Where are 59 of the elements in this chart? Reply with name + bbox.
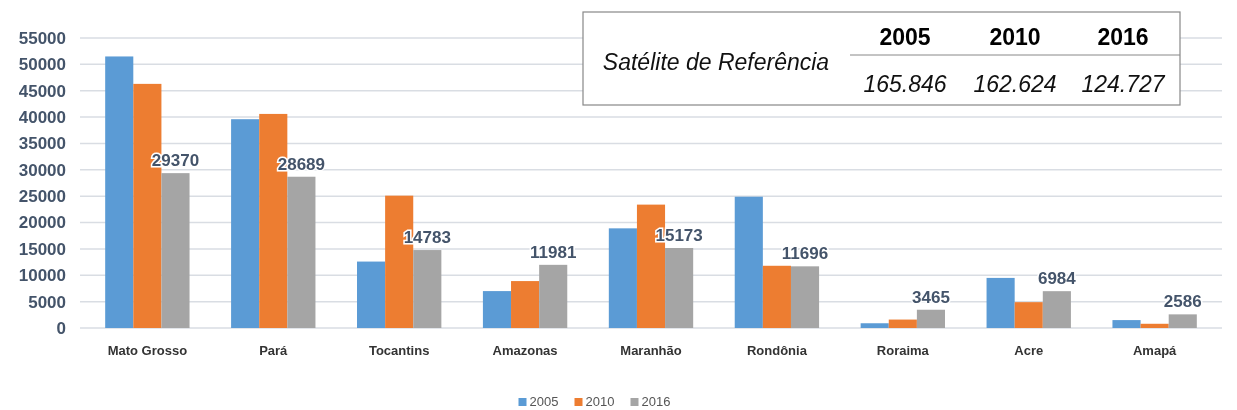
y-tick-label: 50000: [18, 55, 66, 75]
annotation: Satélite de Referência: [602, 49, 830, 75]
bar: [105, 56, 134, 328]
data-label: 11696: [781, 244, 829, 264]
y-tick-label: 45000: [18, 81, 66, 101]
x-tick-label: Amazonas: [492, 343, 558, 358]
bar: [762, 265, 791, 328]
bar: [888, 319, 917, 328]
data-label: 6984: [1037, 269, 1077, 289]
bar: [1042, 291, 1071, 328]
bar: [665, 248, 694, 328]
bar: [287, 176, 316, 328]
x-tick-label: Amapá: [1132, 343, 1178, 358]
bar: [413, 250, 442, 328]
legend-label: 2010: [585, 394, 615, 409]
bar: [1168, 314, 1197, 328]
text: 2010: [989, 24, 1041, 50]
bar: [916, 309, 945, 328]
data-label: 2586: [1163, 292, 1202, 312]
bar: [1112, 320, 1141, 328]
x-tick-label: Mato Grosso: [107, 343, 188, 358]
x-tick-label: Maranhão: [620, 343, 682, 358]
y-tick-label: 5000: [28, 292, 66, 312]
y-tick-label: 55000: [18, 28, 66, 48]
annotation: 165.846: [863, 71, 947, 97]
bar: [482, 291, 512, 328]
bar: [231, 119, 260, 328]
data-label: 11981: [530, 242, 577, 262]
x-tick-label: Rondônia: [746, 343, 808, 358]
text: 2016: [1097, 24, 1149, 50]
y-tick-label: 25000: [18, 187, 66, 207]
bar: [1140, 323, 1169, 328]
legend-label: 2005: [529, 394, 559, 409]
y-tick-label: 30000: [18, 160, 66, 180]
bar: [1014, 302, 1043, 328]
x-tick-label: Tocantins: [368, 343, 430, 358]
bar: [539, 264, 568, 328]
bar: [790, 266, 820, 328]
y-tick-label: 10000: [18, 266, 66, 286]
bar: [734, 196, 763, 328]
bar: [608, 228, 637, 328]
y-tick-label: 15000: [18, 239, 66, 259]
y-tick-label: 20000: [18, 213, 66, 233]
bar: [511, 281, 540, 328]
y-tick-label: 40000: [18, 108, 66, 128]
bar: [986, 277, 1015, 328]
bar: [860, 323, 889, 328]
x-tick-label: Pará: [259, 343, 289, 358]
y-tick-label: 0: [56, 318, 66, 338]
bar: [161, 173, 190, 328]
data-label: 3465: [912, 287, 950, 307]
x-tick-label: Roraima: [876, 343, 930, 358]
legend-label: 2016: [641, 394, 671, 409]
annotation: 162.624: [973, 71, 1057, 97]
text: 2005: [879, 24, 931, 50]
y-tick-label: 35000: [18, 134, 66, 154]
annotation: 124.727: [1081, 71, 1166, 97]
bar: [357, 261, 386, 328]
x-tick-label: Acre: [1014, 343, 1044, 358]
